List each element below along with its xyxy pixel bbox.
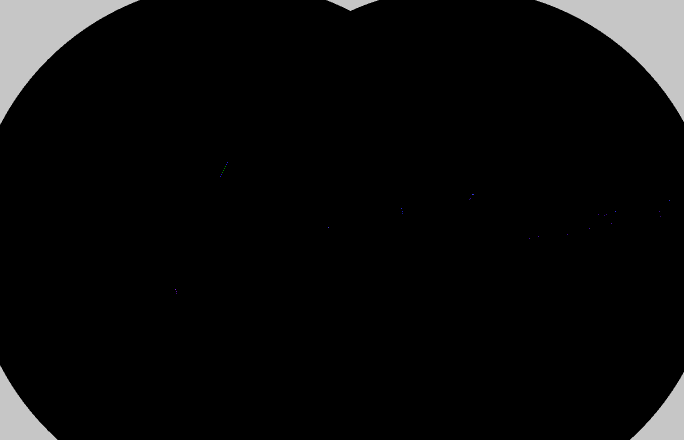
star: [224, 168, 225, 169]
star: [227, 162, 228, 163]
star: [611, 223, 612, 224]
star: [669, 200, 670, 201]
star: [470, 198, 471, 199]
star: [604, 215, 605, 216]
star: [567, 234, 568, 235]
star: [402, 211, 403, 212]
star: [659, 211, 660, 212]
star: [226, 164, 227, 165]
star: [222, 172, 223, 173]
star: [589, 228, 590, 229]
star: [469, 199, 470, 200]
right-eyepiece-field: [198, 0, 684, 440]
star: [473, 194, 474, 195]
star: [538, 236, 539, 237]
star: [225, 166, 226, 167]
star: [660, 216, 661, 217]
star: [176, 291, 177, 292]
star: [401, 208, 402, 209]
star: [402, 213, 403, 214]
star: [175, 289, 176, 290]
star: [220, 176, 221, 177]
star: [598, 214, 599, 215]
star: [328, 227, 329, 228]
star: [176, 293, 177, 294]
star: [529, 238, 530, 239]
star: [221, 174, 222, 175]
star-field: [175, 162, 670, 294]
star: [472, 194, 473, 195]
star: [223, 170, 224, 171]
star: [606, 214, 607, 215]
star: [615, 211, 616, 212]
